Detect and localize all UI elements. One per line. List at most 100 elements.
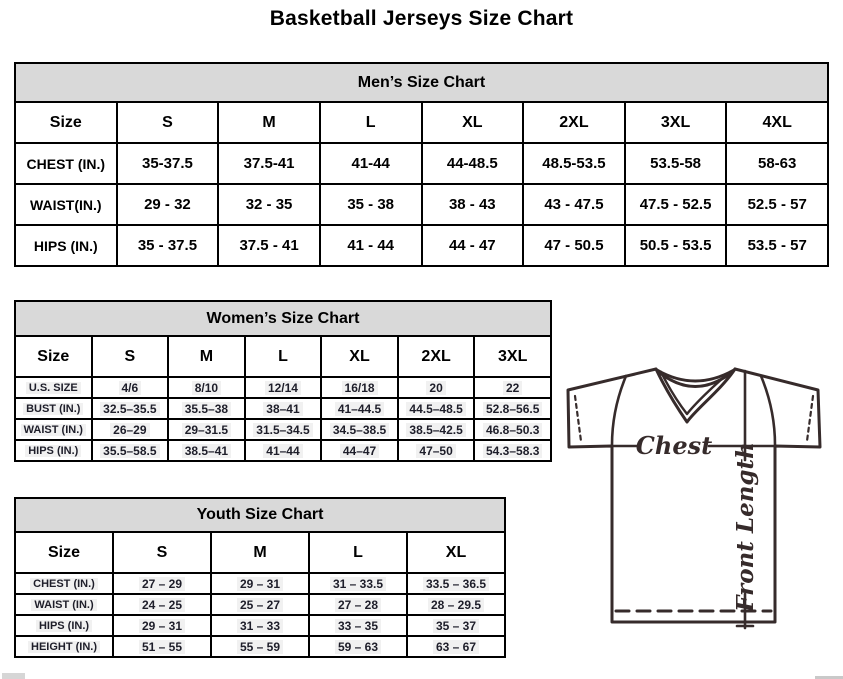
women-cell: 8/10 — [167, 376, 246, 399]
women-column-header: M — [167, 335, 246, 378]
men-cell: 52.5 - 57 — [725, 183, 829, 226]
youth-table-title: Youth Size Chart — [14, 497, 506, 533]
youth-table-row: CHEST (IN.) 27 – 29 29 – 31 31 – 33.5 33.5 –… — [14, 572, 506, 595]
jersey-measurement-diagram: Chest Front Length — [566, 367, 822, 630]
women-cell: 38.5–42.5 — [396, 418, 476, 441]
women-cell: 31.5–34.5 — [243, 418, 323, 441]
women-table-row: HIPS (IN.) 35.5–58.5 38.5–41 41–44 44–47 47–5… — [14, 439, 552, 462]
men-table-title: Men’s Size Chart — [14, 62, 829, 103]
men-table-row: CHEST (IN.) 35-37.5 37.5-41 41-44 44-48.5 48.… — [14, 142, 829, 185]
armhole-seam-left — [610, 374, 628, 447]
men-cell: 53.5 - 57 — [725, 224, 829, 267]
women-cell: 32.5–35.5 — [90, 397, 170, 420]
vneck-inner — [659, 370, 732, 416]
sleeve-cuff-dash-left — [573, 394, 583, 443]
women-cell: 54.3–58.3 — [473, 439, 552, 462]
youth-column-header: S — [112, 531, 212, 574]
youth-size-table: Youth Size Chart Size S M L XL CHEST (IN.) 27 –… — [14, 497, 506, 658]
men-cell: 35 - 38 — [318, 183, 423, 226]
men-cell: 37.5-41 — [217, 142, 321, 185]
youth-table-row: WAIST (IN.) 24 – 25 25 – 27 27 – 28 28 – 29.… — [14, 593, 506, 616]
women-cell: 26–29 — [90, 418, 170, 441]
women-cell: 47–50 — [396, 439, 476, 462]
men-cell: 37.5 - 41 — [217, 224, 321, 267]
men-table-row: WAIST(IN.) 29 - 32 32 - 35 35 - 38 38 - 43 43… — [14, 183, 829, 226]
youth-cell: 33.5 – 36.5 — [406, 572, 506, 595]
women-table-row: WAIST (IN.) 26–29 29–31.5 31.5–34.5 34.5–38.… — [14, 418, 552, 441]
women-cell: 29–31.5 — [167, 418, 246, 441]
men-cell: 47.5 - 52.5 — [623, 183, 728, 226]
women-cell: 16/18 — [320, 376, 399, 399]
women-column-header: S — [90, 335, 170, 378]
chest-label: Chest — [636, 431, 712, 460]
women-column-header: 2XL — [396, 335, 476, 378]
women-cell: 12/14 — [243, 376, 323, 399]
men-column-header: 2XL — [522, 101, 626, 144]
men-column-header: S — [115, 101, 220, 144]
youth-table-row: HIPS (IN.) 29 – 31 31 – 33 33 – 35 35 – 37 — [14, 614, 506, 637]
women-cell: 38–41 — [243, 397, 323, 420]
women-column-header: 3XL — [473, 335, 552, 378]
jersey-outline — [566, 367, 822, 624]
youth-cell: 28 – 29.5 — [406, 593, 506, 616]
men-row-label: HIPS (IN.) — [14, 224, 118, 267]
scrollbar-fragment-right[interactable] — [815, 676, 843, 679]
women-cell: 44–47 — [320, 439, 399, 462]
mens-size-table: Men’s Size Chart Size S M L XL 2XL 3XL 4XL CHEST … — [14, 62, 829, 267]
women-cell: 34.5–38.5 — [320, 418, 399, 441]
women-cell: 35.5–58.5 — [90, 439, 170, 462]
men-column-header: 3XL — [623, 101, 728, 144]
youth-column-header: M — [210, 531, 310, 574]
page-title: Basketball Jerseys Size Chart — [269, 7, 574, 30]
womens-size-table: Women’s Size Chart Size S M L XL 2XL 3XL U.S. SI… — [14, 300, 552, 462]
youth-column-header: Size — [14, 531, 114, 574]
youth-cell: 29 – 31 — [112, 614, 212, 637]
men-cell: 32 - 35 — [217, 183, 321, 226]
youth-column-header: XL — [406, 531, 506, 574]
men-cell: 29 - 32 — [115, 183, 220, 226]
women-cell: 22 — [473, 376, 552, 399]
women-cell: 20 — [396, 376, 476, 399]
women-row-label: HIPS (IN.) — [14, 439, 93, 462]
men-column-header: XL — [420, 101, 525, 144]
men-cell: 44 - 47 — [420, 224, 525, 267]
youth-row-label: HIPS (IN.) — [14, 614, 114, 637]
youth-cell: 27 – 29 — [112, 572, 212, 595]
youth-cell: 31 – 33 — [210, 614, 310, 637]
front-length-label: Front Length — [732, 442, 759, 613]
women-table-title: Women’s Size Chart — [14, 300, 552, 337]
women-table-row: U.S. SIZE 4/6 8/10 12/14 16/18 20 22 — [14, 376, 552, 399]
men-cell: 44-48.5 — [420, 142, 525, 185]
women-cell: 4/6 — [90, 376, 170, 399]
women-table-row: BUST (IN.) 32.5–35.5 35.5–38 38–41 41–44.5 44… — [14, 397, 552, 420]
women-cell: 46.8–50.3 — [473, 418, 552, 441]
men-cell: 41-44 — [318, 142, 423, 185]
women-column-header: Size — [14, 335, 93, 378]
youth-row-label: CHEST (IN.) — [14, 572, 114, 595]
vneck-outer — [654, 367, 737, 424]
men-table-row: HIPS (IN.) 35 - 37.5 37.5 - 41 41 - 44 44 - … — [14, 224, 829, 267]
youth-cell: 33 – 35 — [308, 614, 408, 637]
sleeve-cuff-dash-right — [805, 394, 815, 443]
men-cell: 58-63 — [725, 142, 829, 185]
youth-table-row: HEIGHT (IN.) 51 – 55 55 – 59 59 – 63 63 – 67 — [14, 635, 506, 658]
youth-cell: 29 – 31 — [210, 572, 310, 595]
men-row-label: CHEST (IN.) — [14, 142, 118, 185]
youth-cell: 35 – 37 — [406, 614, 506, 637]
men-cell: 53.5-58 — [623, 142, 728, 185]
youth-cell: 31 – 33.5 — [308, 572, 408, 595]
men-column-header: Size — [14, 101, 118, 144]
men-cell: 48.5-53.5 — [522, 142, 626, 185]
women-row-label: WAIST (IN.) — [14, 418, 93, 441]
youth-cell: 59 – 63 — [308, 635, 408, 658]
youth-cell: 51 – 55 — [112, 635, 212, 658]
women-row-label: U.S. SIZE — [14, 376, 93, 399]
men-cell: 35 - 37.5 — [115, 224, 220, 267]
youth-cell: 25 – 27 — [210, 593, 310, 616]
scrollbar-fragment-left[interactable] — [2, 673, 25, 679]
women-column-header: XL — [320, 335, 399, 378]
men-column-header: M — [217, 101, 321, 144]
youth-cell: 27 – 28 — [308, 593, 408, 616]
men-column-header: L — [318, 101, 423, 144]
women-cell: 41–44.5 — [320, 397, 399, 420]
